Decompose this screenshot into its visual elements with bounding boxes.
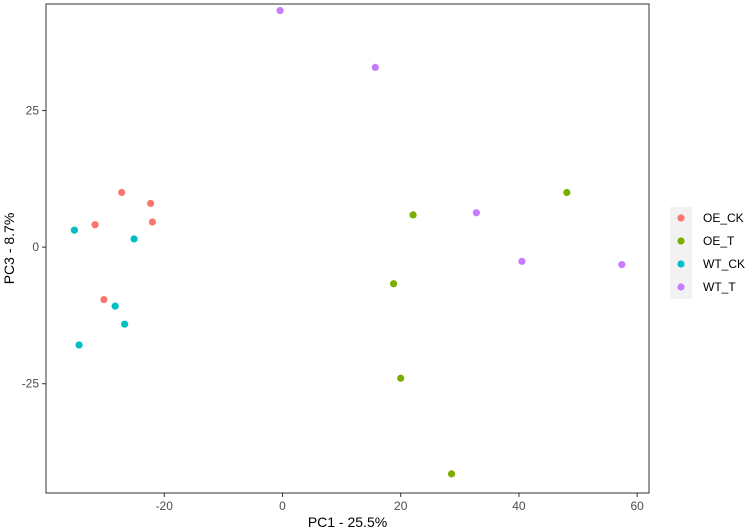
legend: OE_CK OE_T WT_CK WT_T	[670, 207, 745, 299]
data-point-oe-t	[409, 211, 417, 219]
data-point-wt-ck	[121, 320, 129, 328]
data-point-oe-ck	[118, 188, 126, 197]
data-point-wt-t	[518, 257, 526, 265]
data-point-oe-ck	[147, 199, 155, 208]
data-point-wt-ck	[111, 302, 119, 310]
data-point-oe-ck	[148, 218, 157, 226]
legend-marker	[677, 237, 685, 245]
data-point-wt-ck	[130, 235, 138, 243]
y-tick-label: -25	[22, 377, 40, 391]
legend-marker	[677, 214, 685, 222]
x-axis-title: PC1 - 25.5%	[308, 514, 387, 530]
y-tick-label: 0	[32, 240, 39, 254]
x-tick-label: 20	[394, 499, 408, 513]
legend-label: WT_CK	[703, 257, 745, 271]
data-point-oe-t	[563, 188, 571, 197]
data-point-oe-t	[390, 280, 398, 288]
data-point-wt-ck	[75, 341, 83, 349]
legend-label: WT_T	[703, 280, 736, 294]
x-tick-label: 0	[279, 499, 286, 513]
legend-marker	[677, 260, 685, 268]
x-tick-label: 40	[512, 499, 526, 513]
data-point-oe-ck	[100, 295, 108, 304]
data-point-oe-ck	[91, 221, 99, 229]
x-axis: -20 0 20 40 60	[156, 493, 644, 513]
x-tick-label: -20	[156, 499, 174, 513]
y-tick-label: 25	[26, 104, 40, 118]
data-point-wt-t	[618, 261, 626, 269]
y-axis-title: PC3 - 8.7%	[1, 213, 17, 285]
data-point-wt-t	[472, 209, 480, 217]
legend-label: OE_CK	[703, 211, 744, 225]
y-axis: -25 0 25	[22, 104, 46, 391]
plot-panel	[45, 3, 650, 494]
data-point-wt-t	[371, 63, 379, 71]
legend-label: OE_T	[703, 234, 735, 248]
data-point-oe-t	[397, 374, 405, 382]
data-point-wt-ck	[70, 226, 78, 234]
data-point-oe-t	[447, 470, 456, 478]
legend-marker	[677, 283, 685, 291]
data-points	[70, 6, 626, 478]
data-point-wt-t	[276, 6, 284, 15]
legend-key-background	[670, 207, 692, 299]
x-tick-label: 60	[630, 499, 644, 513]
